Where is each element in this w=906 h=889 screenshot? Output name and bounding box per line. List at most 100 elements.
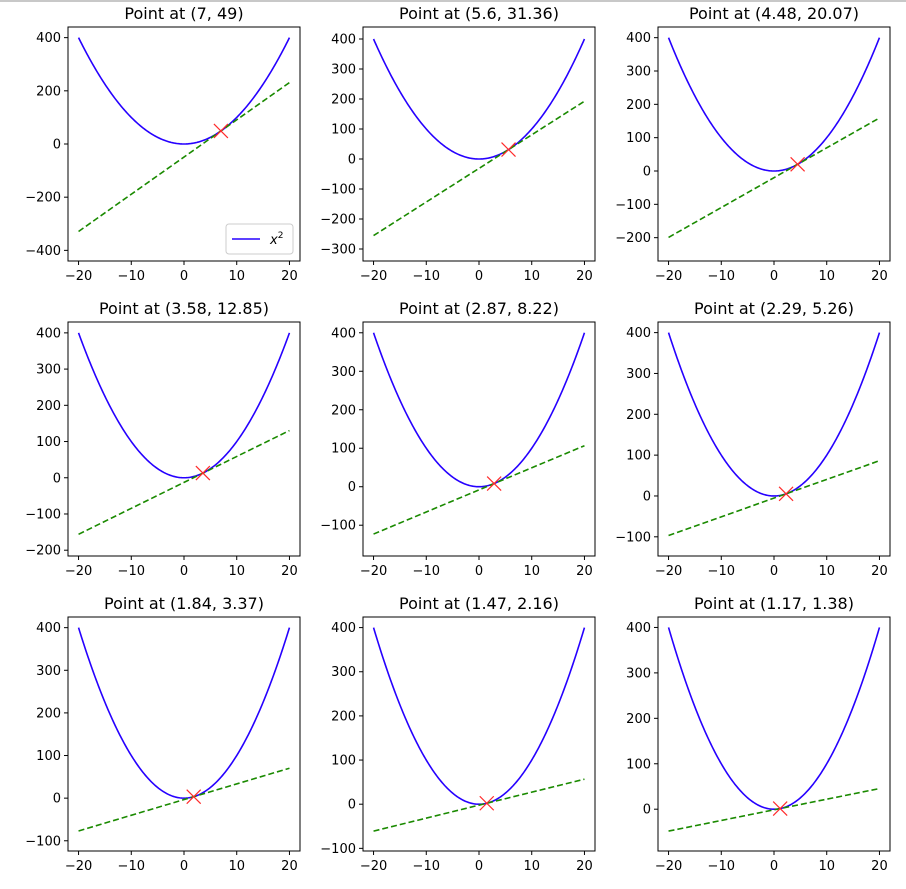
point-marker <box>186 789 202 805</box>
marker-stroke <box>486 476 502 491</box>
x-tick-label: −10 <box>413 859 440 874</box>
y-tick-label: 200 <box>626 408 651 423</box>
subplot-3: Point at (4.48, 20.07)−20 −10 0 10 20−200−10… <box>615 4 891 284</box>
point-marker <box>479 795 495 811</box>
y-tick-label: 100 <box>331 754 356 769</box>
y-tick-label: 200 <box>36 399 61 414</box>
plot-area <box>372 627 586 832</box>
y-tick-label: −100 <box>320 519 356 534</box>
axes-frame <box>362 321 596 557</box>
x-tick-label: −10 <box>118 564 145 579</box>
parabola-line <box>372 627 586 806</box>
y-tick-label: −100 <box>320 842 356 857</box>
plot-area <box>372 38 586 237</box>
subplot-2: Point at (5.6, 31.36)−20 −10 0 10 20−300−200… <box>320 4 596 284</box>
x-tick-label: 0 <box>770 859 778 874</box>
x-tick-label: 20 <box>576 564 593 579</box>
y-tick-label: −100 <box>25 834 61 849</box>
x-tick-label: 20 <box>871 269 888 284</box>
subplot-4: Point at (3.58, 12.85)−20 −10 0 10 20−200−10… <box>25 299 301 579</box>
y-tick-label: 0 <box>643 803 651 818</box>
x-tick-label: −10 <box>118 859 145 874</box>
y-tick-label: 400 <box>36 621 61 636</box>
y-tick-label: 300 <box>331 365 356 380</box>
y-tick-label: 300 <box>36 363 61 378</box>
x-tick-label: −20 <box>360 859 387 874</box>
x-tick-label: 10 <box>818 859 835 874</box>
y-tick-label: 0 <box>348 480 356 495</box>
y-tick-label: 300 <box>331 665 356 680</box>
y-tick-label: 300 <box>331 63 356 78</box>
y-tick-label: 300 <box>626 65 651 80</box>
point-marker <box>778 486 794 502</box>
x-tick-label: 10 <box>523 269 540 284</box>
marker-stroke <box>501 142 516 158</box>
axes-frame <box>362 616 596 852</box>
marker-stroke <box>479 795 495 811</box>
x-tick-label: −10 <box>413 564 440 579</box>
y-tick-label: 300 <box>626 666 651 681</box>
x-tick-label: −20 <box>360 269 387 284</box>
parabola-line <box>667 627 881 811</box>
y-tick-label: 0 <box>643 165 651 180</box>
y-tick-label: 400 <box>36 31 61 46</box>
x-tick-label: 0 <box>770 564 778 579</box>
x-tick-label: −20 <box>65 269 92 284</box>
x-tick-label: 10 <box>228 564 245 579</box>
y-tick-label: −100 <box>25 507 61 522</box>
tangent-line <box>78 81 290 233</box>
axes-frame <box>362 26 596 262</box>
y-tick-label: 400 <box>331 621 356 636</box>
y-tick-label: −100 <box>615 198 651 213</box>
x-tick-label: 0 <box>770 269 778 284</box>
tangent-line <box>668 117 880 239</box>
axes-frame <box>657 321 891 557</box>
axes-frame <box>657 26 891 262</box>
plot-area <box>77 37 291 233</box>
x-tick-label: 20 <box>281 564 298 579</box>
x-tick-label: −10 <box>413 269 440 284</box>
y-tick-label: 400 <box>626 326 651 341</box>
subplot-9: Point at (1.17, 1.38)−20 −10 0 10 2001002003… <box>626 594 891 874</box>
marker-stroke <box>186 789 202 805</box>
tangent-line <box>373 100 585 237</box>
subplot-title: Point at (1.17, 1.38) <box>694 594 854 613</box>
y-tick-label: 0 <box>53 138 61 153</box>
tangent-line <box>78 429 290 536</box>
x-tick-label: −20 <box>655 564 682 579</box>
plot-area <box>667 627 881 832</box>
point-marker <box>772 801 788 816</box>
x-tick-label: 0 <box>180 564 188 579</box>
y-tick-label: 400 <box>626 621 651 636</box>
parabola-line <box>77 37 291 145</box>
y-tick-label: 200 <box>626 712 651 727</box>
subplot-title: Point at (4.48, 20.07) <box>689 4 859 23</box>
y-tick-label: 400 <box>36 326 61 341</box>
y-tick-label: −200 <box>320 213 356 228</box>
y-tick-label: 300 <box>36 664 61 679</box>
y-tick-label: 400 <box>331 33 356 48</box>
subplot-title: Point at (2.29, 5.26) <box>694 299 854 318</box>
x-tick-label: −20 <box>65 859 92 874</box>
subplot-5: Point at (2.87, 8.22)−20 −10 0 10 20−1000100… <box>320 299 596 579</box>
axes-frame <box>657 616 891 852</box>
tangent-line <box>78 767 290 832</box>
x-tick-label: 0 <box>475 269 483 284</box>
parabola-line <box>372 332 586 488</box>
plot-area <box>77 332 291 536</box>
x-tick-label: −10 <box>118 269 145 284</box>
point-marker <box>790 156 806 172</box>
marker-stroke <box>772 801 788 816</box>
subplot-title: Point at (7, 49) <box>124 4 243 23</box>
x-tick-label: 20 <box>871 859 888 874</box>
x-tick-label: 20 <box>576 859 593 874</box>
marker-stroke <box>778 486 794 502</box>
y-tick-label: −200 <box>25 191 61 206</box>
x-tick-label: 20 <box>576 269 593 284</box>
tangent-line <box>668 459 880 537</box>
plot-area <box>667 37 881 239</box>
subplot-title: Point at (2.87, 8.22) <box>399 299 559 318</box>
marker-stroke <box>213 123 229 139</box>
y-tick-label: 100 <box>626 131 651 146</box>
parabola-line <box>77 332 291 479</box>
